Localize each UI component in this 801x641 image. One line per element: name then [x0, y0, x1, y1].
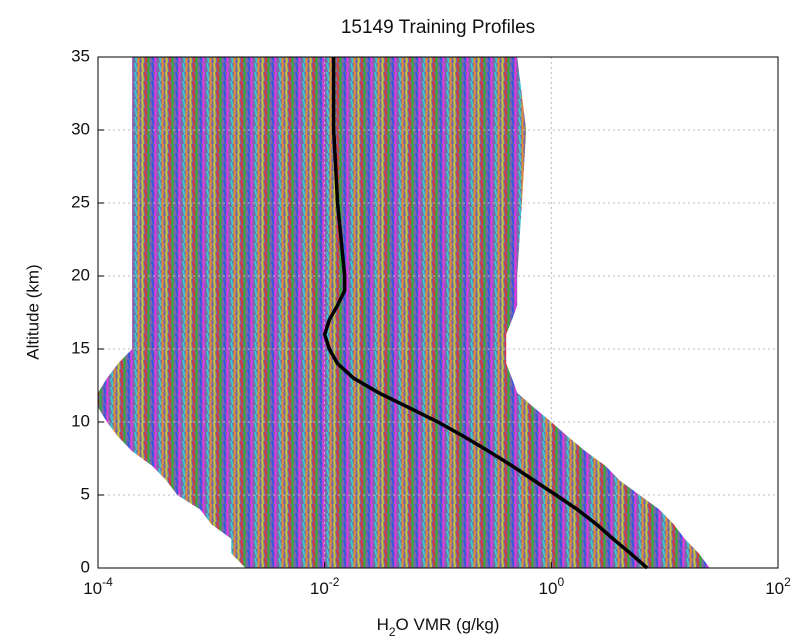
y-tick-label: 10: [71, 411, 90, 430]
y-tick-label: 35: [71, 46, 90, 65]
x-tick-label: 10-4: [83, 575, 113, 598]
y-tick-label: 30: [71, 119, 90, 138]
y-tick-label: 25: [71, 192, 90, 211]
x-axis-label: H2O VMR (g/kg): [377, 615, 500, 639]
x-tick-label: 100: [539, 575, 565, 598]
y-tick-label: 20: [71, 265, 90, 284]
profile-spread: [98, 57, 710, 568]
y-axis-label: Altitude (km): [23, 264, 42, 359]
y-tick-label: 5: [81, 484, 90, 503]
x-tick-label: 102: [765, 575, 791, 598]
plot-frame: [97, 56, 779, 569]
chart-title: 15149 Training Profiles: [341, 17, 535, 38]
x-tick-label: 10-2: [310, 575, 340, 598]
y-tick-label: 15: [71, 338, 90, 357]
y-tick-label: 0: [81, 557, 90, 576]
mean-profile: [322, 57, 649, 570]
